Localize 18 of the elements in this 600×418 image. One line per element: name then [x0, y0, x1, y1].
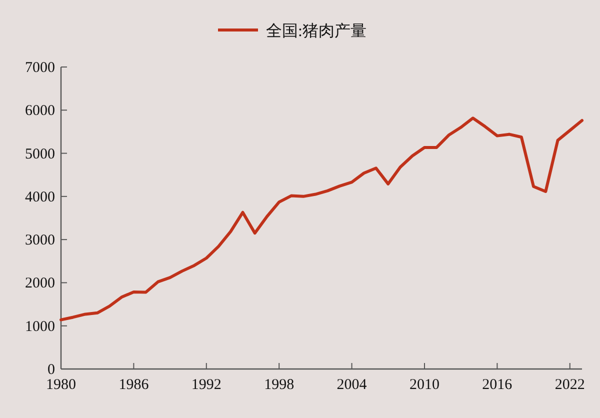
x-tick-label: 1986 — [118, 377, 150, 393]
y-tick-label: 5000 — [25, 146, 55, 162]
x-tick-label: 2010 — [409, 377, 440, 393]
line-series — [60, 116, 584, 322]
y-tick-label: 6000 — [25, 103, 55, 120]
y-tick-label: 7000 — [25, 60, 55, 76]
x-tick-label: 1992 — [191, 377, 222, 393]
y-tick-label: 3000 — [25, 232, 55, 249]
y-tick-label: 4000 — [25, 189, 55, 206]
y-tick-label: 2000 — [25, 276, 55, 292]
legend-label: 全国:猪肉产量 — [266, 22, 366, 40]
y-tick-label: 0 — [48, 362, 55, 378]
x-tick-label: 2022 — [554, 377, 585, 393]
x-tick-label: 1980 — [46, 377, 76, 393]
x-tick-label: 2016 — [482, 377, 513, 393]
x-tick-label: 1998 — [264, 377, 294, 393]
y-tick-label: 1000 — [25, 318, 55, 335]
x-tick-label: 2004 — [336, 377, 368, 393]
